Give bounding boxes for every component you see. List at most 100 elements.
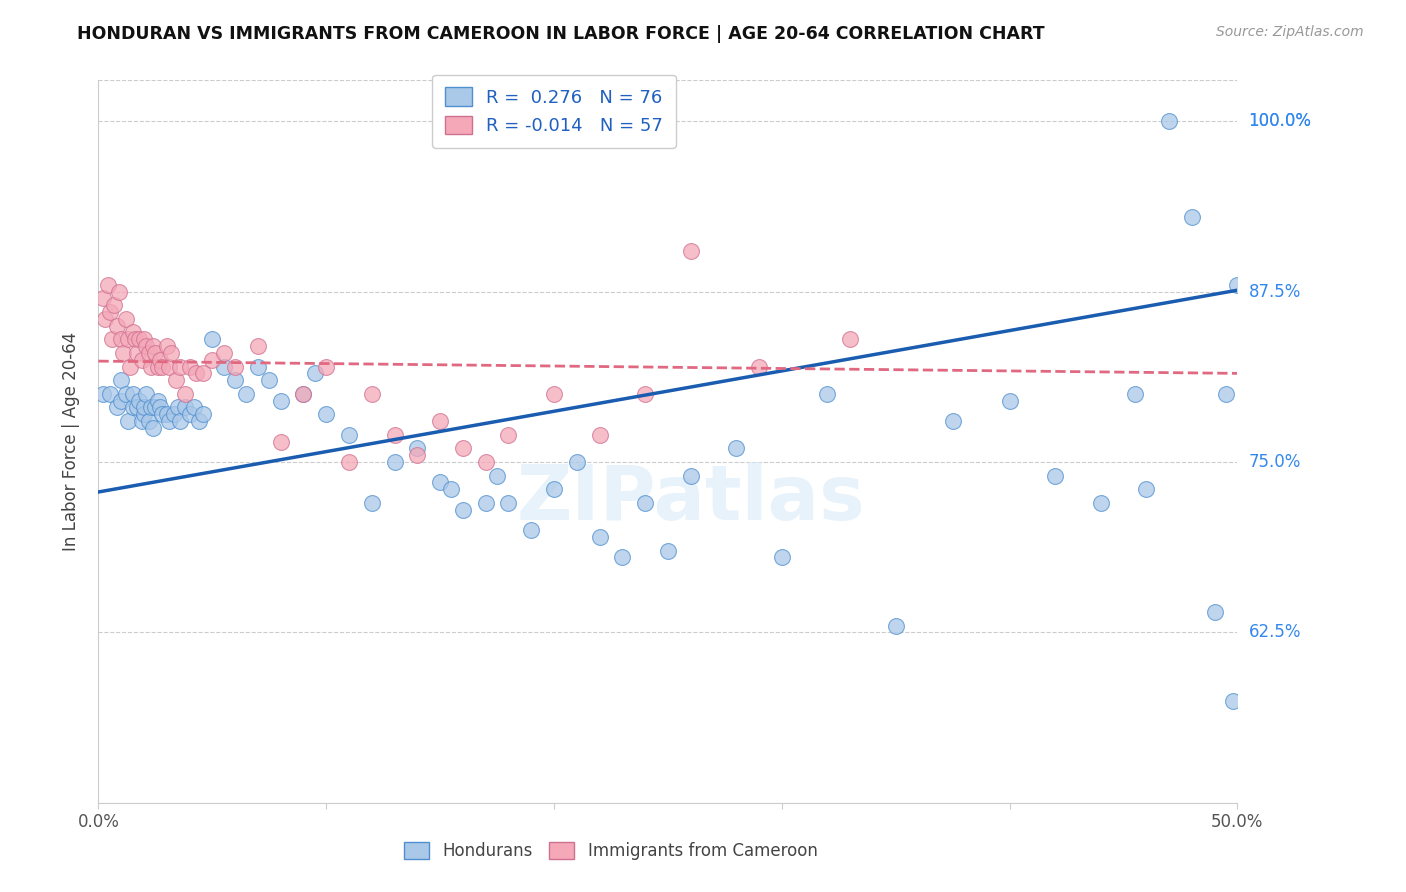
Point (565, 455, 588, 469)
Point (138, 414, 160, 428)
Point (246, 359, 269, 374)
Point (292, 387, 315, 401)
Point (91, 387, 114, 401)
Point (179, 407, 201, 421)
Point (406, 448, 429, 462)
Point (120, 359, 142, 374)
Point (839, 332, 862, 346)
Text: HONDURAN VS IMMIGRANTS FROM CAMEROON IN LABOR FORCE | AGE 20-64 CORRELATION CHAR: HONDURAN VS IMMIGRANTS FROM CAMEROON IN … (77, 25, 1045, 43)
Point (224, 359, 246, 374)
Point (815, 387, 838, 401)
Point (186, 367, 208, 381)
Point (679, 244, 702, 258)
Point (474, 455, 496, 469)
Point (360, 387, 382, 401)
Point (187, 414, 209, 428)
Point (588, 427, 610, 442)
Point (105, 318, 128, 333)
Point (1090, 496, 1112, 510)
Point (146, 393, 169, 408)
Point (246, 339, 269, 353)
Point (193, 367, 215, 381)
Point (725, 442, 748, 456)
Point (114, 387, 136, 401)
Point (201, 332, 224, 346)
Point (543, 387, 565, 401)
Point (360, 496, 382, 510)
Point (135, 339, 157, 353)
Point (160, 346, 183, 360)
Point (169, 359, 191, 374)
Point (451, 502, 474, 516)
Point (634, 496, 657, 510)
Point (588, 530, 610, 544)
Point (884, 618, 907, 632)
Point (657, 543, 679, 558)
Point (169, 414, 191, 428)
Point (429, 475, 451, 490)
Point (132, 332, 155, 346)
Point (150, 407, 173, 421)
Point (167, 401, 190, 415)
Point (634, 387, 657, 401)
Point (139, 359, 162, 374)
Point (1157, 114, 1180, 128)
Point (1204, 605, 1226, 619)
Point (101, 332, 124, 346)
Point (112, 346, 135, 360)
Point (165, 373, 187, 387)
Legend: Hondurans, Immigrants from Cameroon: Hondurans, Immigrants from Cameroon (398, 835, 824, 867)
Point (520, 523, 543, 537)
Point (679, 468, 702, 483)
Point (315, 407, 337, 421)
Point (212, 359, 235, 374)
Point (1181, 210, 1204, 224)
Point (127, 346, 149, 360)
Point (315, 359, 337, 374)
Text: 87.5%: 87.5% (1249, 283, 1301, 301)
Point (156, 339, 179, 353)
Text: 75.0%: 75.0% (1249, 453, 1301, 471)
Point (612, 550, 634, 565)
Point (270, 434, 292, 449)
Point (98, 387, 121, 401)
Point (337, 427, 360, 442)
Point (1123, 387, 1146, 401)
Point (132, 407, 155, 421)
Text: Source: ZipAtlas.com: Source: ZipAtlas.com (1216, 25, 1364, 39)
Point (157, 359, 180, 374)
Point (748, 359, 770, 374)
Point (942, 414, 965, 428)
Point (142, 339, 165, 353)
Point (179, 359, 201, 374)
Point (1222, 693, 1244, 707)
Point (94, 311, 117, 326)
Point (337, 455, 360, 469)
Point (1215, 387, 1237, 401)
Point (121, 401, 143, 415)
Point (117, 414, 139, 428)
Point (474, 496, 496, 510)
Point (98, 305, 121, 319)
Point (105, 401, 128, 415)
Point (139, 401, 162, 415)
Point (110, 332, 132, 346)
Point (292, 387, 315, 401)
Point (486, 468, 509, 483)
Point (146, 359, 169, 374)
Point (127, 401, 149, 415)
Point (174, 401, 197, 415)
Point (429, 414, 451, 428)
Point (259, 373, 281, 387)
Point (110, 393, 132, 408)
Point (138, 346, 160, 360)
Text: 100.0%: 100.0% (1249, 112, 1312, 130)
Point (183, 401, 205, 415)
Point (384, 455, 406, 469)
Point (145, 346, 167, 360)
Point (406, 442, 429, 456)
Point (998, 393, 1021, 408)
Point (114, 311, 136, 326)
Text: 62.5%: 62.5% (1249, 624, 1301, 641)
Point (103, 298, 125, 312)
